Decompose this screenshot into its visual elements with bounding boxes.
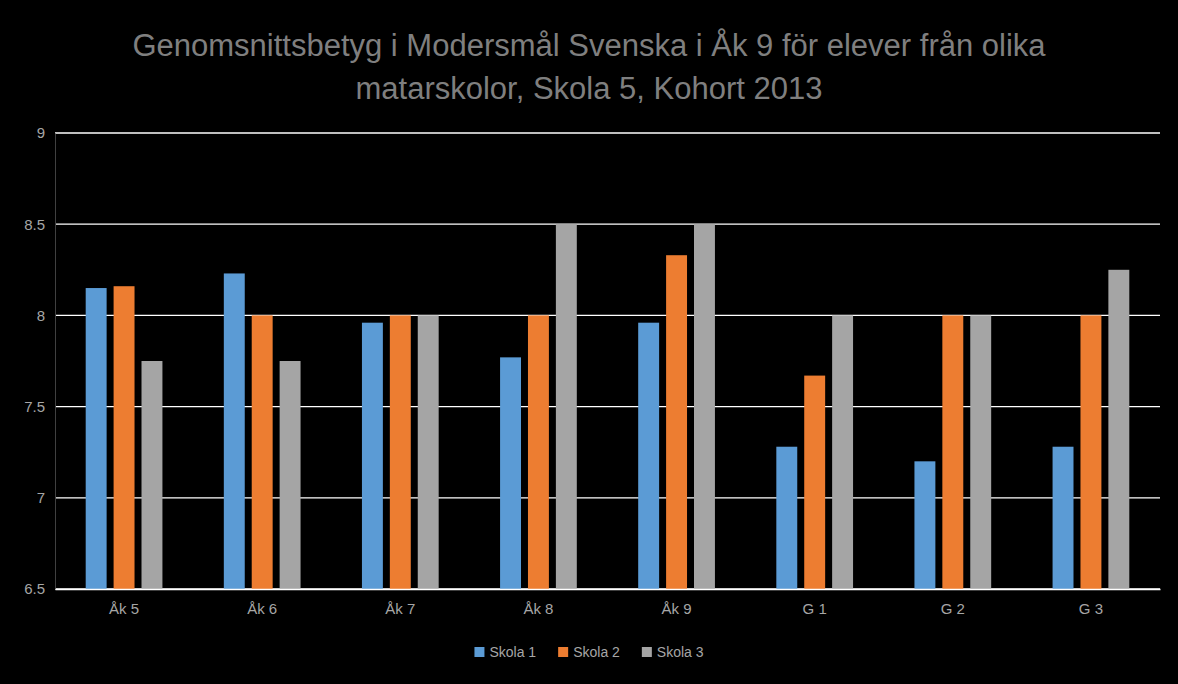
x-tick: G 3 (1079, 589, 1103, 617)
bar (362, 323, 383, 589)
y-tick: 6.5 (24, 580, 55, 597)
legend-entry: Skola 1 (474, 644, 536, 660)
bar (142, 361, 163, 589)
chart: Genomsnittsbetyg i Modersmål Svenska i Å… (0, 0, 1178, 684)
y-axis: 6.5 7 7.5 8 8.5 9 (24, 124, 55, 597)
x-axis: Åk 5 Åk 6 Åk 7 Åk 8 Åk 9 G 1 G 2 G 3 (56, 589, 1161, 617)
y-tick: 9 (37, 124, 55, 141)
x-tick: Åk 5 (109, 589, 139, 617)
bar (804, 376, 825, 589)
x-tick-label: Åk 7 (385, 600, 415, 617)
legend: Skola 1 Skola 2 Skola 3 (474, 644, 703, 660)
y-tick-label: 8.5 (24, 216, 45, 233)
bar (280, 361, 301, 589)
bar (638, 323, 659, 589)
x-tick: G 2 (941, 589, 965, 617)
grid-line (55, 588, 1160, 589)
y-tick: 7 (37, 489, 55, 506)
bar (1053, 447, 1074, 589)
x-tick: Åk 7 (385, 589, 415, 617)
bar (776, 447, 797, 589)
legend-label: Skola 2 (573, 644, 620, 660)
x-tick-label: Åk 5 (109, 600, 139, 617)
legend-swatch (558, 647, 568, 657)
grid-line (55, 497, 1160, 498)
legend-entry: Skola 2 (558, 644, 620, 660)
x-axis-line (56, 589, 1161, 590)
y-tick-label: 6.5 (24, 580, 45, 597)
y-tick: 7.5 (24, 398, 55, 415)
bar (252, 315, 273, 589)
y-tick-label: 9 (37, 124, 45, 141)
x-tick: Åk 6 (247, 589, 277, 617)
x-tick-label: G 2 (941, 600, 965, 617)
y-tick: 8.5 (24, 216, 55, 233)
grid-line (55, 406, 1160, 407)
grid-line (55, 315, 1160, 316)
x-tick-label: G 1 (803, 600, 827, 617)
bar (114, 286, 135, 589)
y-tick-label: 8 (37, 307, 45, 324)
x-tick-label: Åk 9 (662, 600, 692, 617)
bar (86, 288, 107, 589)
legend-label: Skola 1 (489, 644, 536, 660)
bar (418, 315, 439, 589)
title: Genomsnittsbetyg i Modersmål Svenska i Å… (132, 28, 1046, 106)
bar (224, 273, 245, 589)
bar (528, 315, 549, 589)
bar (500, 357, 521, 589)
x-tick-label: Åk 6 (247, 600, 277, 617)
bar (832, 315, 853, 589)
y-tick: 8 (37, 307, 55, 324)
background (0, 0, 1178, 684)
bar (694, 224, 715, 589)
bar (914, 461, 935, 589)
bar (970, 315, 991, 589)
bar (390, 315, 411, 589)
x-tick: G 1 (803, 589, 827, 617)
bar (942, 315, 963, 589)
legend-entry: Skola 3 (642, 644, 704, 660)
grid (55, 133, 1160, 589)
grid-line (55, 132, 1160, 133)
y-tick-label: 7 (37, 489, 45, 506)
x-tick-label: G 3 (1079, 600, 1103, 617)
legend-swatch (642, 647, 652, 657)
bar (1108, 270, 1129, 589)
x-tick: Åk 9 (662, 589, 692, 617)
bar (666, 255, 687, 589)
bars (86, 224, 1130, 589)
bar (556, 224, 577, 589)
x-tick-label: Åk 8 (523, 600, 553, 617)
y-axis-line (55, 134, 56, 590)
legend-label: Skola 3 (657, 644, 704, 660)
x-tick: Åk 8 (523, 589, 553, 617)
bar (1080, 315, 1101, 589)
grid-line (55, 224, 1160, 225)
y-tick-label: 7.5 (24, 398, 45, 415)
legend-swatch (474, 647, 484, 657)
